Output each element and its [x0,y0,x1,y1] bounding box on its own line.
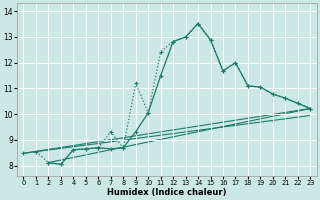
X-axis label: Humidex (Indice chaleur): Humidex (Indice chaleur) [107,188,227,197]
